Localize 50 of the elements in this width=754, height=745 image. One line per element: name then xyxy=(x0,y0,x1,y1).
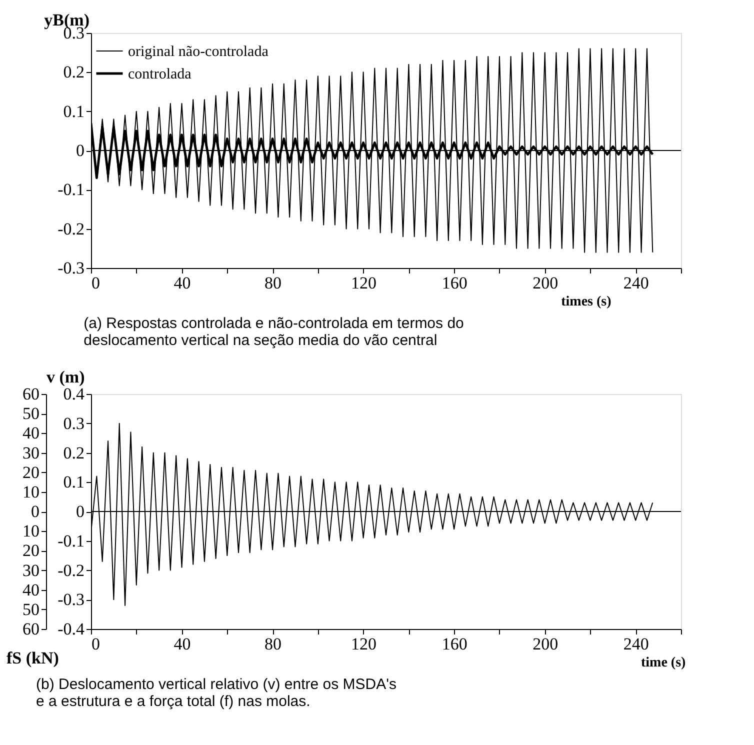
legend-label: original não-controlada xyxy=(128,44,269,60)
x-tick-label: 200 xyxy=(532,634,558,654)
y2-tick-label: 0 xyxy=(31,502,40,521)
y2-tick-label: 20 xyxy=(22,541,40,560)
y-tick-label: -0.2 xyxy=(58,560,84,580)
x-tick-label: 160 xyxy=(442,634,468,654)
y-tick-label: 0.1 xyxy=(63,472,84,492)
y-tick-label: 0 xyxy=(76,502,84,521)
y2-tick-label: 10 xyxy=(22,482,40,502)
y2-tick-label: 60 xyxy=(22,384,40,404)
x-tick-label: 240 xyxy=(623,274,649,292)
x-tick-label: 240 xyxy=(623,634,649,654)
y2-tick-label: 10 xyxy=(22,522,40,541)
x-tick-label: 80 xyxy=(264,274,282,292)
x-tick-label: 80 xyxy=(264,634,282,654)
legend-label: controlada xyxy=(128,66,192,82)
y2-tick-label: 50 xyxy=(22,404,40,424)
y-tick-label: -0.2 xyxy=(58,219,84,238)
y2-tick-label: 30 xyxy=(22,443,40,462)
y2-axis-title: fS (kN) xyxy=(6,648,59,668)
y2-tick-label: 40 xyxy=(22,580,40,600)
y-tick-label: -0.3 xyxy=(58,590,84,610)
x-tick-label: 160 xyxy=(442,274,468,292)
x-tick-label: 120 xyxy=(351,634,377,654)
y-axis-title: v (m) xyxy=(46,368,85,386)
y2-tick-label: 50 xyxy=(22,600,40,619)
y2-tick-label: 20 xyxy=(22,462,40,482)
x-tick-label: 0 xyxy=(92,634,100,654)
text: (a) Respostas controlada e não-controlada em termos do deslocamento vertical na seção media do vão central xyxy=(84,315,464,349)
y2-tick-label: 30 xyxy=(22,560,40,580)
y-tick-label: 0.2 xyxy=(63,443,84,462)
y-tick-label: 0 xyxy=(76,141,84,160)
y2-tick-label: 40 xyxy=(22,424,40,443)
y2-tick-label: 60 xyxy=(22,620,40,638)
y-tick-label: 0.1 xyxy=(63,102,84,121)
x-tick-label: 40 xyxy=(174,634,191,654)
x-tick-label: 40 xyxy=(174,274,191,292)
y-tick-label: 0.3 xyxy=(63,414,84,433)
y-tick-label: -0.1 xyxy=(58,531,84,550)
x-tick-label: 0 xyxy=(92,274,100,292)
x-tick-label: 120 xyxy=(351,274,377,292)
x-tick-label: 200 xyxy=(532,274,558,292)
x-axis-title: time (s) xyxy=(640,656,686,670)
y-tick-label: 0.2 xyxy=(63,62,84,82)
y-tick-label: -0.1 xyxy=(58,180,84,200)
text: (b) Deslocamento vertical relativo (v) entre os MSDA's e a estrutura e a força total (f) nas molas. xyxy=(36,676,396,710)
x-axis-title: times (s) xyxy=(561,294,612,310)
y-tick-label: -0.4 xyxy=(58,620,85,638)
y-tick-label: -0.3 xyxy=(58,258,84,278)
y-tick-label: 0.4 xyxy=(63,384,85,404)
